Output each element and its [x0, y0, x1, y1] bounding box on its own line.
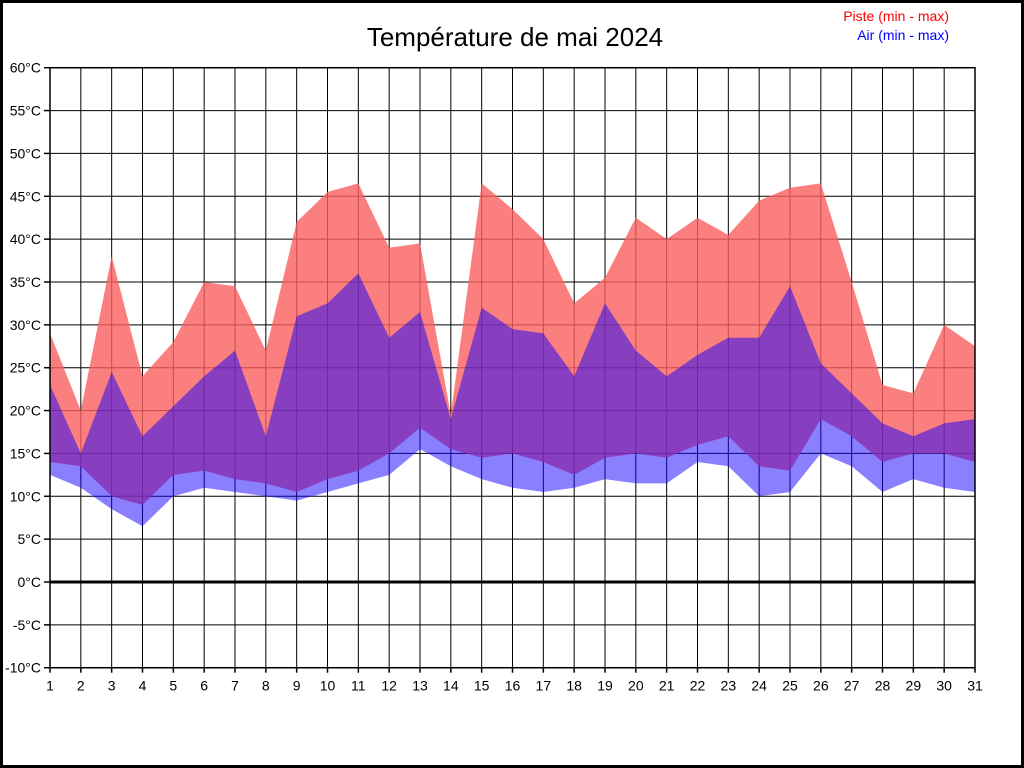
x-tick-label: 22: [690, 678, 706, 694]
x-tick-label: 27: [844, 678, 860, 694]
x-tick-label: 18: [566, 678, 582, 694]
x-tick-label: 6: [200, 678, 208, 694]
x-tick-label: 12: [381, 678, 397, 694]
x-tick-label: 21: [659, 678, 675, 694]
x-tick-label: 13: [412, 678, 428, 694]
x-tick-label: 8: [262, 678, 270, 694]
x-tick-label: 20: [628, 678, 644, 694]
y-tick-label: 50°C: [10, 145, 41, 161]
legend-air-label: Air (min - max): [857, 27, 949, 43]
y-tick-label: 5°C: [18, 531, 42, 547]
x-tick-label: 4: [139, 678, 147, 694]
y-tick-label: 40°C: [10, 231, 41, 247]
x-tick-label: 26: [813, 678, 829, 694]
y-tick-label: 30°C: [10, 317, 41, 333]
y-tick-label: 10°C: [10, 488, 41, 504]
x-tick-label: 2: [77, 678, 85, 694]
y-tick-label: -10°C: [5, 660, 41, 676]
x-tick-label: 15: [474, 678, 490, 694]
y-tick-label: 60°C: [10, 60, 41, 76]
legend-piste-label: Piste (min - max): [843, 8, 949, 24]
y-tick-label: -5°C: [13, 617, 41, 633]
y-tick-label: 0°C: [18, 574, 42, 590]
x-tick-label: 23: [721, 678, 737, 694]
x-tick-label: 1: [46, 678, 54, 694]
x-tick-label: 14: [443, 678, 459, 694]
x-tick-label: 19: [597, 678, 613, 694]
y-tick-label: 15°C: [10, 445, 41, 461]
x-tick-label: 3: [108, 678, 116, 694]
y-tick-label: 25°C: [10, 360, 41, 376]
x-tick-label: 16: [505, 678, 521, 694]
y-tick-label: 45°C: [10, 188, 41, 204]
x-tick-label: 9: [293, 678, 301, 694]
x-tick-label: 28: [875, 678, 891, 694]
x-tick-label: 30: [936, 678, 952, 694]
x-tick-label: 24: [751, 678, 767, 694]
y-tick-label: 20°C: [10, 403, 41, 419]
y-tick-label: 35°C: [10, 274, 41, 290]
x-tick-label: 31: [967, 678, 983, 694]
x-tick-label: 29: [906, 678, 922, 694]
y-tick-label: 55°C: [10, 103, 41, 119]
chart-title: Température de mai 2024: [367, 22, 663, 52]
air-minmax-area: [50, 273, 975, 527]
x-tick-label: 5: [169, 678, 177, 694]
x-tick-label: 10: [320, 678, 336, 694]
x-tick-label: 11: [351, 678, 366, 694]
x-tick-label: 25: [782, 678, 798, 694]
x-tick-label: 17: [536, 678, 552, 694]
x-tick-label: 7: [231, 678, 239, 694]
